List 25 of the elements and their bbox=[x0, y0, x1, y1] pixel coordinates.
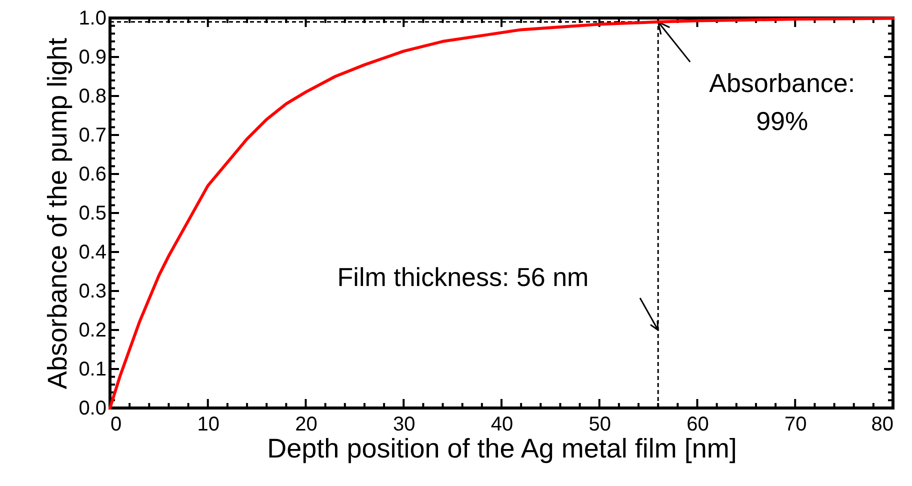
y-tick-label: 0.8 bbox=[78, 86, 106, 108]
annotation: Film thickness: 56 nm bbox=[337, 262, 589, 292]
y-tick-label: 0.5 bbox=[78, 202, 106, 224]
y-tick-label: 0.7 bbox=[78, 124, 106, 146]
x-tick-label: 70 bbox=[784, 414, 807, 436]
y-axis-title: Absorbance of the pump light bbox=[42, 37, 73, 390]
x-tick-label: 50 bbox=[588, 414, 611, 436]
x-tick-label: 20 bbox=[295, 414, 318, 436]
y-tick-label: 0.0 bbox=[78, 398, 106, 420]
y-tick-label: 0.9 bbox=[78, 46, 106, 68]
annotation: Absorbance: 99% bbox=[709, 68, 856, 136]
y-tick-label: 0.4 bbox=[78, 242, 106, 264]
x-tick-label: 40 bbox=[490, 414, 514, 436]
x-tick-label: 30 bbox=[393, 414, 416, 436]
y-tick-label: 0.1 bbox=[78, 358, 106, 380]
line-series bbox=[108, 16, 894, 410]
y-tick-label: 1.0 bbox=[78, 8, 106, 30]
x-tick-label: 10 bbox=[197, 414, 220, 436]
x-tick-label: 80 bbox=[871, 414, 894, 436]
x-tick-label: 0 bbox=[110, 414, 122, 436]
x-axis-title: Depth position of the Ag metal film [nm] bbox=[267, 434, 737, 464]
y-tick-label: 0.3 bbox=[78, 280, 106, 302]
y-tick-label: 0.2 bbox=[78, 320, 106, 342]
x-tick-label: 60 bbox=[686, 414, 709, 436]
y-tick-label: 0.6 bbox=[78, 164, 106, 186]
